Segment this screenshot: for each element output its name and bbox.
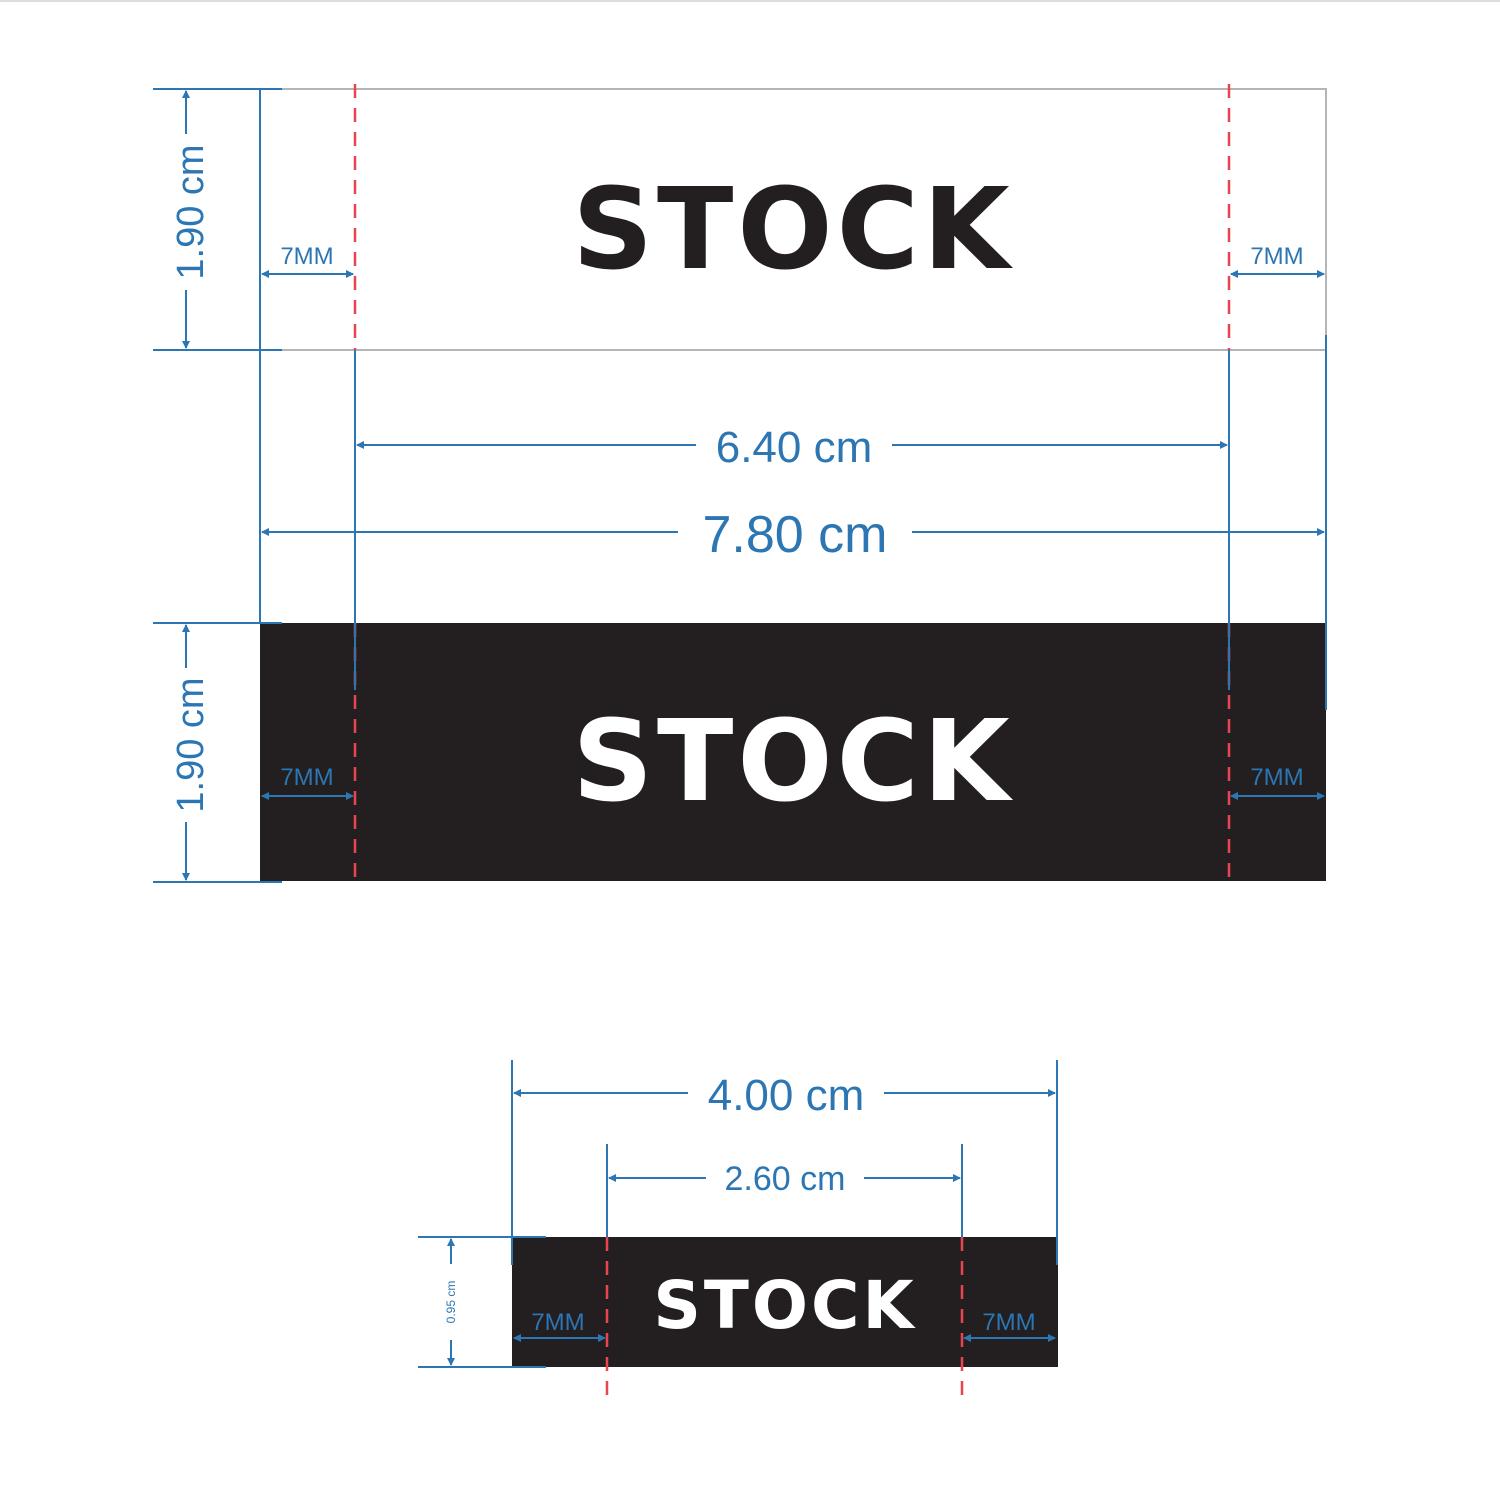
bottom-height-label: 1.90 cm [170, 677, 212, 812]
bottom-margin-right-label: 7MM [1250, 764, 1303, 791]
bottom-label-fill [260, 623, 1326, 881]
top-margin-right-label: 7MM [1250, 243, 1303, 270]
small-outer-width-label: 4.00 cm [708, 1071, 865, 1120]
small-label-fill [512, 1237, 1058, 1367]
small-margin-right-label: 7MM [982, 1309, 1035, 1336]
small-label: STOCK [512, 1237, 1058, 1367]
top-label: STOCK [259, 88, 1327, 351]
outer-width-label: 7.80 cm [703, 506, 888, 564]
dimension-lines [153, 88, 1327, 1368]
top-label-outline [259, 88, 1327, 351]
top-height-label: 1.90 cm [170, 144, 212, 279]
top-label-logo: STOCK [572, 165, 1013, 295]
bottom-label-logo: STOCK [572, 697, 1013, 827]
bottom-label: STOCK [260, 623, 1326, 881]
small-label-logo: STOCK [653, 1267, 916, 1344]
small-inner-width-label: 2.60 cm [725, 1160, 846, 1198]
dimension-labels: 1.90 cm 1.90 cm 6.40 cm 7.80 cm 7MM 7MM … [170, 144, 1304, 1336]
inner-width-label: 6.40 cm [716, 423, 873, 472]
small-margin-left-label: 7MM [531, 1309, 584, 1336]
small-height-label: 0.95 cm [444, 1281, 458, 1324]
bottom-margin-left-label: 7MM [280, 764, 333, 791]
safe-area-guides [353, 84, 1231, 1405]
top-margin-left-label: 7MM [280, 243, 333, 270]
